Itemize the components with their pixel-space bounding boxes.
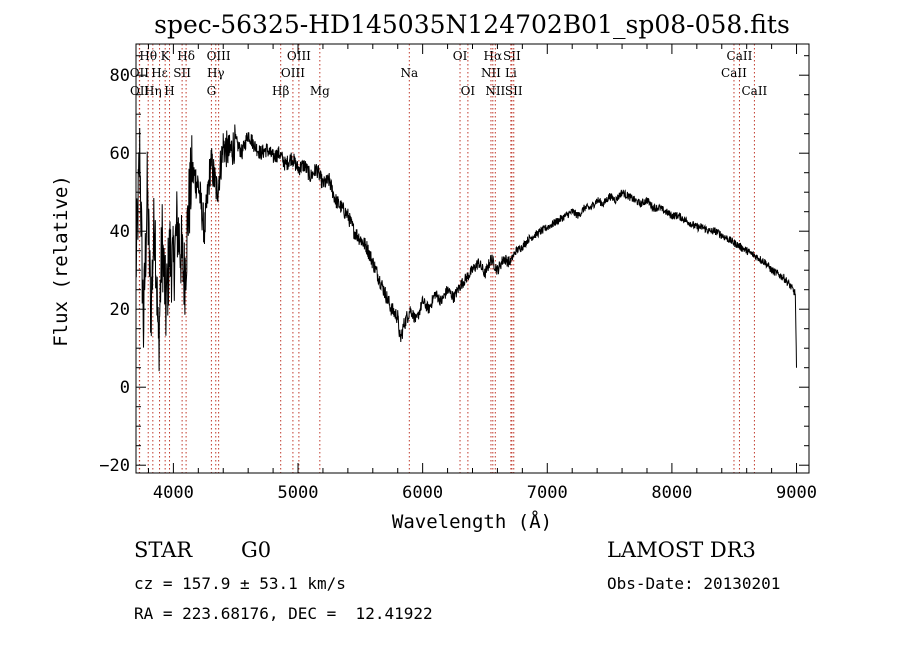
spectral-line-label: OIII (287, 49, 311, 63)
x-tick-label: 6000 (402, 483, 443, 503)
x-tick-label: 5000 (278, 483, 319, 503)
spectral-line-label: Hη (144, 84, 162, 98)
y-tick-label: 40 (110, 222, 130, 242)
y-tick-label: 20 (110, 300, 130, 320)
spectral-line-label: OIII (281, 66, 305, 80)
spectral-line-label: Li (505, 66, 517, 80)
y-tick-label: 0 (120, 378, 130, 398)
x-tick-label: 8000 (651, 483, 692, 503)
spectral-line-label: SII (503, 49, 521, 63)
spectral-line-label: CaII (741, 84, 767, 98)
y-tick-label: 80 (110, 66, 130, 86)
coordinates-text: RA = 223.68176, DEC = 12.41922 (134, 604, 433, 623)
object-subclass: G0 (241, 538, 272, 562)
spectrum-line (135, 124, 797, 372)
y-tick-label: 60 (110, 144, 130, 164)
spectral-line-label: Hε (151, 66, 168, 80)
spectral-line-label: Hγ (207, 66, 225, 80)
object-class: STAR (134, 538, 193, 562)
spectral-line-label: Hα (484, 49, 503, 63)
spectral-line-label: K (161, 49, 171, 63)
spectral-line-label: CaII (727, 49, 753, 63)
x-tick-label: 7000 (527, 483, 568, 503)
spectral-line-label: CaII (721, 66, 747, 80)
y-tick-label: −20 (99, 456, 130, 476)
plot-frame (135, 43, 810, 474)
spectral-line-label: NII (485, 84, 505, 98)
spectral-line-label: OI (461, 84, 476, 98)
spectral-line-label: G (207, 84, 217, 98)
spectral-line-label: OIII (207, 49, 231, 63)
spectral-line-label: Mg (310, 84, 330, 98)
x-axis-label: Wavelength (Å) (392, 510, 552, 533)
spectral-line-label: OII (130, 84, 150, 98)
spectral-line-label: Hδ (177, 49, 195, 63)
obs-date-text: Obs-Date: 20130201 (607, 574, 781, 593)
spectral-line-label: H (164, 84, 174, 98)
spectral-line-label: Na (400, 66, 418, 80)
survey-name: LAMOST DR3 (607, 538, 756, 562)
redshift-text: cz = 157.9 ± 53.1 km/s (134, 574, 346, 593)
spectral-line-label: OI (453, 49, 468, 63)
spectral-line-label: Hθ (139, 49, 157, 63)
x-tick-label: 9000 (776, 483, 817, 503)
chart-title: spec-56325-HD145035N124702B01_sp08-058.f… (154, 10, 790, 39)
x-tick-label: 4000 (153, 483, 194, 503)
spectral-line-label: SII (173, 66, 191, 80)
spectral-line-label: SII (505, 84, 523, 98)
spectral-line-label: NII (481, 66, 501, 80)
spectral-line-label: Hβ (272, 84, 289, 98)
y-axis-label: Flux (relative) (50, 175, 72, 347)
